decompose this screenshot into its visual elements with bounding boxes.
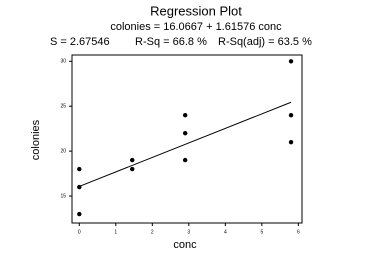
equation: colonies = 16.0667 + 1.61576 conc — [110, 21, 282, 33]
x-axis-label: conc — [173, 239, 197, 251]
data-point — [77, 166, 82, 172]
data-point — [182, 157, 188, 163]
data-point — [182, 130, 188, 136]
data-point — [288, 112, 294, 118]
fit-line — [79, 101, 292, 187]
data-point — [77, 184, 82, 190]
stat: S = 2.67546 — [50, 36, 110, 48]
x-tick-label: 5 — [260, 229, 263, 235]
y-tick-label: 30 — [60, 59, 66, 65]
data-point — [130, 166, 135, 172]
stat: R-Sq = 66.8 % — [135, 36, 207, 48]
x-tick-label: 2 — [151, 229, 154, 235]
data-point — [288, 139, 294, 145]
x-tick-label: 0 — [78, 229, 81, 235]
y-axis-label: colonies — [30, 119, 42, 160]
data-point — [288, 59, 294, 64]
plot-frame — [71, 54, 303, 224]
x-tick-label: 6 — [297, 229, 300, 235]
x-tick-label: 3 — [187, 229, 190, 235]
x-tick-label: 1 — [114, 229, 117, 235]
x-tick-label: 4 — [224, 229, 227, 235]
y-tick-label: 25 — [60, 104, 66, 110]
y-tick-label: 20 — [60, 148, 66, 154]
data-point — [77, 211, 82, 217]
stat: R-Sq(adj) = 63.5 % — [218, 36, 312, 48]
chart-title: Regression Plot — [150, 3, 242, 18]
data-point — [182, 112, 188, 118]
data-point — [130, 157, 135, 163]
y-tick-label: 15 — [60, 193, 66, 199]
